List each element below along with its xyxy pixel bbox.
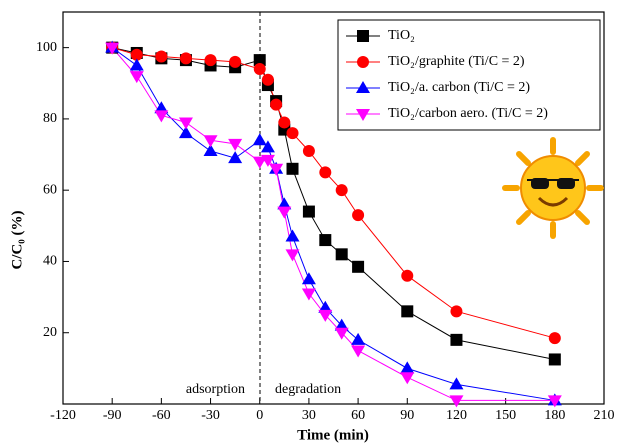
y-tick-label: 20 xyxy=(43,325,57,340)
legend-marker xyxy=(357,30,369,42)
data-point xyxy=(319,234,332,247)
data-point xyxy=(129,71,144,84)
data-point xyxy=(203,143,218,156)
data-point xyxy=(228,138,243,151)
data-point xyxy=(449,377,464,390)
data-point xyxy=(229,55,242,68)
data-point xyxy=(179,52,192,65)
data-point xyxy=(130,48,143,61)
legend-marker xyxy=(357,56,369,68)
data-point xyxy=(334,318,349,331)
data-point xyxy=(400,361,415,374)
x-tick-label: 60 xyxy=(351,408,365,423)
data-point xyxy=(318,309,333,322)
data-point xyxy=(547,395,562,408)
data-point xyxy=(450,305,463,318)
data-point xyxy=(155,50,168,63)
data-point xyxy=(260,154,275,167)
data-point xyxy=(301,272,316,285)
data-point xyxy=(178,126,193,139)
x-axis-title: Time (min) xyxy=(297,427,369,443)
data-point xyxy=(277,206,292,219)
data-point xyxy=(286,162,299,175)
data-point xyxy=(352,209,365,222)
annotation: adsorption xyxy=(186,382,245,397)
y-tick-label: 40 xyxy=(43,254,57,269)
data-point xyxy=(260,140,275,153)
data-point xyxy=(252,156,267,169)
data-point xyxy=(270,98,283,111)
legend-box xyxy=(337,19,601,131)
data-point xyxy=(400,372,415,385)
x-tick-label: 90 xyxy=(400,408,414,423)
x-tick-label: -90 xyxy=(103,408,122,423)
data-point xyxy=(335,184,348,197)
data-point xyxy=(277,197,292,210)
x-tick-label: 120 xyxy=(446,408,467,423)
data-point xyxy=(352,260,365,273)
y-tick-label: 100 xyxy=(36,40,57,55)
data-point xyxy=(318,300,333,313)
data-point xyxy=(548,353,561,366)
data-point xyxy=(319,166,332,179)
data-point xyxy=(351,345,366,358)
data-point xyxy=(334,327,349,340)
data-point xyxy=(178,117,193,130)
x-tick-label: -120 xyxy=(50,408,76,423)
data-point xyxy=(253,54,266,67)
series-line xyxy=(111,47,555,401)
x-tick-label: 210 xyxy=(594,408,615,423)
data-point xyxy=(401,269,414,282)
legend-marker xyxy=(356,109,370,121)
data-point xyxy=(335,248,348,261)
legend-label: TiO₂/graphite (Ti/C = 2) xyxy=(388,54,525,69)
data-point xyxy=(204,54,217,67)
data-point xyxy=(301,288,316,301)
y-tick-label: 60 xyxy=(43,182,57,197)
x-tick-label: 30 xyxy=(302,408,316,423)
data-point xyxy=(351,332,366,345)
data-point xyxy=(302,144,315,157)
y-tick-label: 80 xyxy=(43,111,57,126)
data-point xyxy=(269,163,284,176)
data-point xyxy=(450,333,463,346)
legend-label: TiO₂/carbon aero. (Ti/C = 2) xyxy=(388,106,548,121)
data-point xyxy=(286,127,299,140)
data-point xyxy=(548,332,561,345)
data-point xyxy=(105,42,120,55)
legend-label: TiO₂/a. carbon (Ti/C = 2) xyxy=(388,80,530,95)
data-point xyxy=(154,101,169,114)
data-point xyxy=(129,58,144,71)
data-point xyxy=(154,110,169,123)
data-point xyxy=(203,135,218,148)
legend-label: TiO₂ xyxy=(388,28,415,43)
x-tick-label: 150 xyxy=(495,408,516,423)
data-point xyxy=(401,305,414,318)
y-axis-title: C/C₀ (%) xyxy=(9,210,25,269)
legend-marker xyxy=(356,81,370,93)
data-point xyxy=(302,205,315,218)
data-point xyxy=(278,116,291,129)
x-tick-label: 180 xyxy=(544,408,565,423)
x-tick-label: 0 xyxy=(256,408,263,423)
sun-icon xyxy=(502,137,604,239)
x-tick-label: -60 xyxy=(152,408,171,423)
data-point xyxy=(253,63,266,76)
x-tick-label: -30 xyxy=(201,408,220,423)
data-point xyxy=(261,73,274,86)
data-point xyxy=(252,133,267,146)
data-point xyxy=(228,151,243,164)
annotation: degradation xyxy=(275,382,341,397)
plot-frame xyxy=(62,11,605,405)
data-point xyxy=(285,229,300,242)
data-point xyxy=(285,249,300,262)
data-point xyxy=(449,395,464,408)
